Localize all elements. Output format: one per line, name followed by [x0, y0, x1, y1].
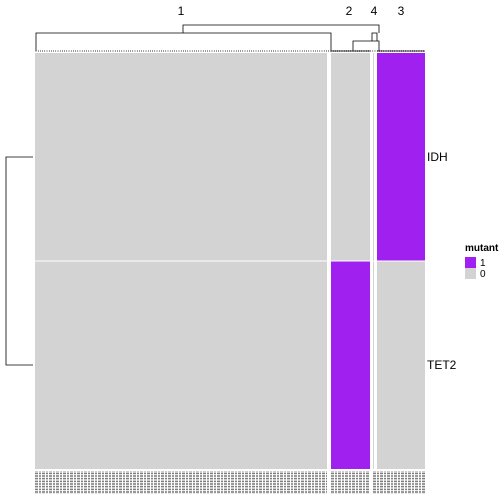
heatmap-cell-3-tet2 [377, 261, 425, 469]
column-dendrogram-branch [371, 32, 378, 41]
legend-swatch-0 [465, 268, 476, 279]
legend-title: mutant [465, 243, 499, 254]
column-dendrogram-branch [182, 24, 380, 33]
column-cluster-label-4: 4 [371, 4, 378, 18]
column-dendrogram-branch [35, 32, 332, 51]
column-dendrogram [35, 24, 425, 52]
heatmap-cell-2-tet2 [331, 261, 370, 469]
heatmap-cell-1-tet2 [35, 261, 327, 469]
row-dendrogram [5, 156, 33, 366]
sample-name-labels [35, 471, 425, 494]
heatmap-cell-2-idh [331, 53, 370, 261]
legend: mutant 10 [465, 243, 499, 280]
column-cluster-label-1: 1 [178, 4, 185, 18]
legend-label-0: 0 [480, 269, 486, 280]
heatmap-cell-4-tet2 [373, 261, 374, 469]
heatmap-cells [35, 53, 425, 469]
heatmap-cell-1-idh [35, 53, 327, 261]
heatmap-cell-3-idh [377, 53, 425, 261]
heatmap-cell-4-idh [373, 53, 374, 261]
column-cluster-label-2: 2 [346, 4, 353, 18]
column-dendrogram-branch [352, 40, 380, 51]
legend-label-1: 1 [480, 258, 486, 269]
column-cluster-labels: 1 2 4 3 [178, 4, 405, 18]
legend-swatch-1 [465, 257, 476, 268]
row-label-tet2: TET2 [427, 358, 457, 372]
column-cluster-label-3: 3 [398, 4, 405, 18]
row-label-idh: IDH [427, 150, 448, 164]
row-labels: IDH TET2 [427, 150, 457, 372]
row-dendrogram-branch [5, 156, 33, 366]
